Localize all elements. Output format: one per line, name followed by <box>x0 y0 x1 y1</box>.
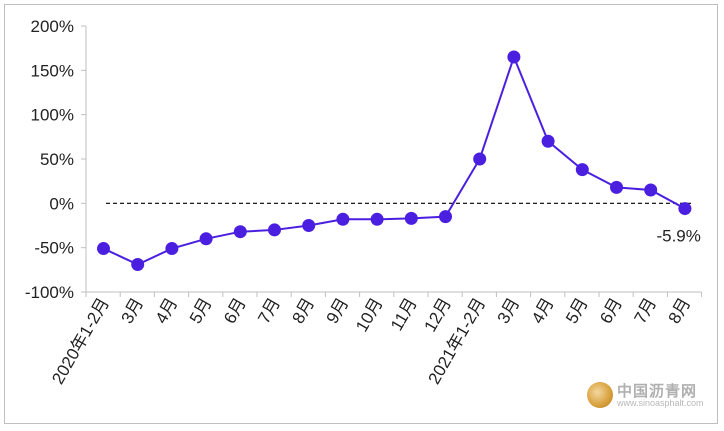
data-point <box>268 223 281 237</box>
data-point <box>165 242 179 256</box>
chart-frame: 200% 150% 100% 50% 0% -50% -100% 2020年1-2月 3月 4月… <box>4 4 718 424</box>
data-point <box>302 219 316 232</box>
data-label: -5.9% <box>656 227 700 246</box>
x-axis: 2020年1-2月 3月 4月 5月 6月 7月 8月 9月 10月 11月 12月2021年1-2… <box>48 291 703 388</box>
data-point <box>439 210 452 224</box>
series-line <box>103 54 686 266</box>
data-point <box>199 232 213 246</box>
watermark-logo-icon <box>587 382 613 408</box>
x-tick-label: 8月 <box>665 295 695 327</box>
data-point <box>644 183 658 197</box>
x-tick-label: 4月 <box>152 295 182 327</box>
y-tick-label: 200% <box>31 17 74 36</box>
x-tick-label: 3月 <box>494 295 524 327</box>
x-tick-label: 10月 <box>352 295 386 336</box>
y-tick-label: 50% <box>40 150 74 169</box>
x-tick-label: 7月 <box>630 295 660 327</box>
x-tick-label: 5月 <box>186 295 216 327</box>
data-point <box>575 163 589 177</box>
x-tick-label: 4月 <box>528 295 558 327</box>
data-point <box>370 212 384 226</box>
y-tick-label: -100% <box>25 283 74 302</box>
data-point <box>507 50 521 64</box>
x-tick-label: 6月 <box>220 295 250 327</box>
data-point <box>336 212 350 226</box>
x-tick-label: 2020年1-2月 <box>48 295 113 388</box>
x-tick-label: 11月 <box>387 295 421 335</box>
data-point <box>610 180 623 194</box>
data-point <box>473 152 487 166</box>
y-tick-label: 150% <box>31 61 74 80</box>
data-point <box>404 211 418 225</box>
watermark-name: 中国沥青网 <box>617 382 698 400</box>
x-tick-label: 12月 <box>421 295 455 336</box>
watermark-url: www.sinoasphalt.com <box>617 398 704 408</box>
x-tick-label: 7月 <box>254 295 284 327</box>
x-tick-label: 5月 <box>562 295 592 327</box>
annotations: -5.9% <box>656 227 700 246</box>
data-point <box>131 258 145 272</box>
data-point <box>678 202 692 216</box>
data-point <box>541 134 555 148</box>
x-tick-label: 9月 <box>323 295 353 327</box>
x-tick-label: 3月 <box>117 295 147 327</box>
x-tick-label: 6月 <box>596 295 626 327</box>
watermark: 中国沥青网 www.sinoasphalt.com <box>587 378 707 414</box>
y-tick-label: 0% <box>49 194 74 213</box>
data-points <box>97 50 692 272</box>
data-point <box>97 242 110 256</box>
x-tick-label: 8月 <box>288 295 318 327</box>
y-axis: 200% 150% 100% 50% 0% -50% -100% <box>25 17 87 302</box>
y-tick-label: -50% <box>34 239 74 258</box>
data-point <box>233 225 247 239</box>
line-chart: 200%150%100%50%0%-50%-100% 2020年1-2月 3月 4月… <box>25 17 703 388</box>
y-tick-label: 100% <box>31 106 74 125</box>
